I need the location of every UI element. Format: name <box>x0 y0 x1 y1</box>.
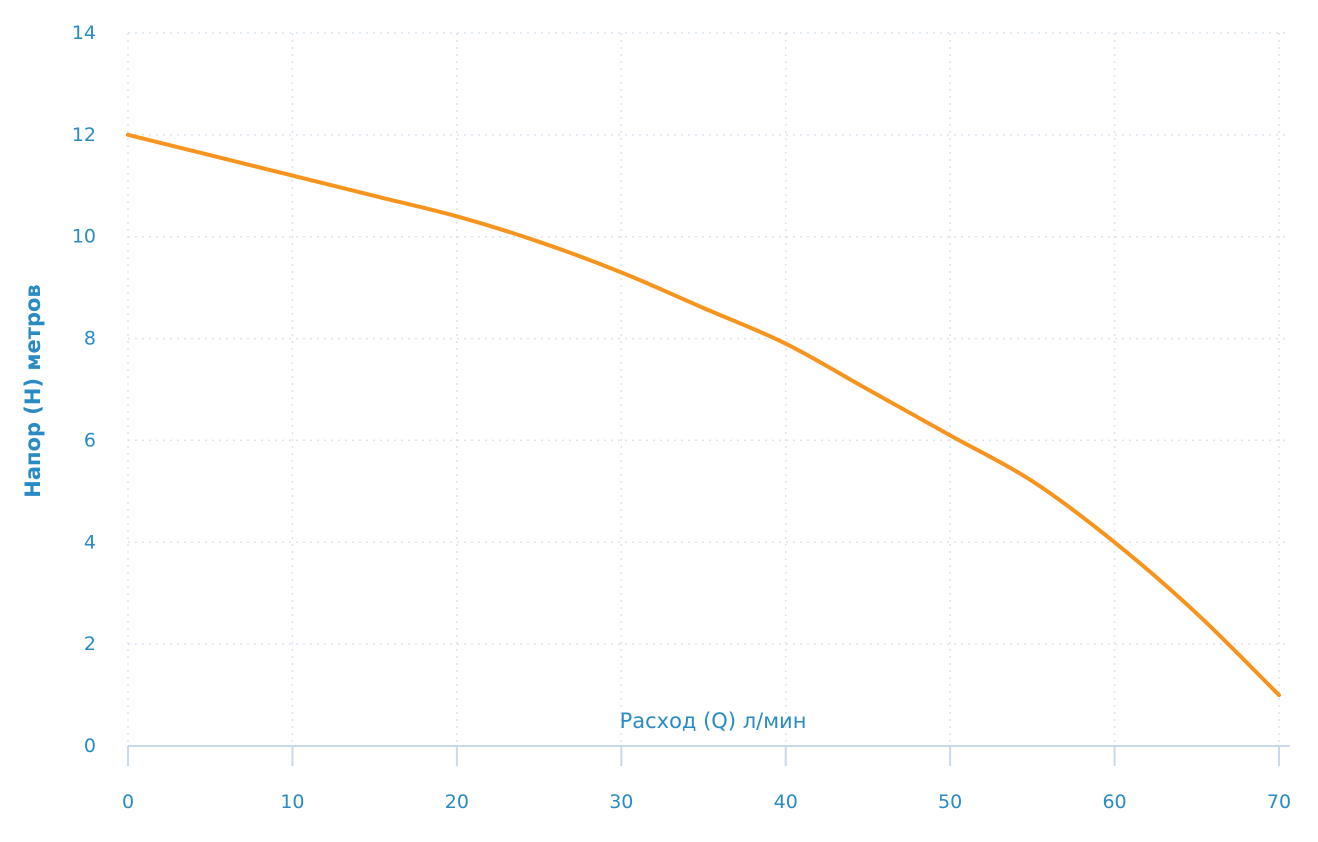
y-tick-label: 10 <box>72 226 96 248</box>
x-tick-label: 10 <box>280 791 304 813</box>
x-axis-label: Расход (Q) л/мин <box>620 709 807 733</box>
tick-labels: 0 10 20 30 40 50 60 70 0 2 4 6 8 10 12 14 <box>72 22 1291 813</box>
series-layer <box>126 132 1281 698</box>
y-tick-label: 0 <box>84 735 96 757</box>
grid-lines <box>127 32 1290 746</box>
y-tick-label: 6 <box>84 429 96 451</box>
y-tick-label: 14 <box>72 22 96 44</box>
x-tick-label: 0 <box>122 791 134 813</box>
head-flow-curve <box>126 132 1281 698</box>
x-tick-label: 20 <box>445 791 469 813</box>
x-tick-label: 40 <box>774 791 798 813</box>
x-tick-label: 50 <box>938 791 962 813</box>
y-tick-label: 4 <box>84 531 96 553</box>
x-tick-label: 30 <box>609 791 633 813</box>
y-tick-label: 12 <box>72 124 96 146</box>
axes <box>127 745 1290 766</box>
y-tick-label: 2 <box>84 633 96 655</box>
x-tick-label: 70 <box>1267 791 1291 813</box>
x-tick-label: 60 <box>1102 791 1126 813</box>
y-axis-label: Напор (H) метров <box>21 284 45 497</box>
y-tick-label: 8 <box>84 328 96 350</box>
